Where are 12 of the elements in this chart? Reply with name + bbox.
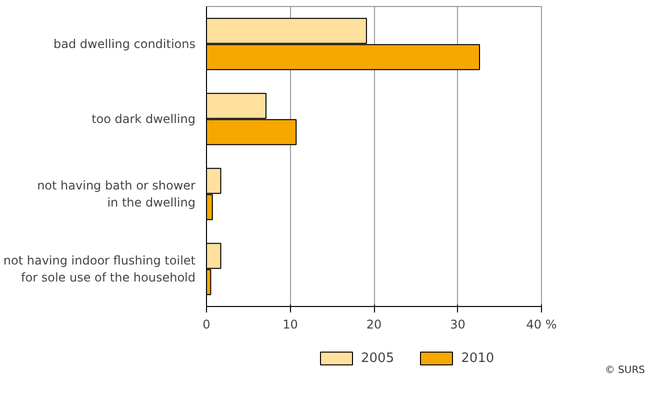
legend-label: 2010: [461, 350, 494, 366]
x-tick-label: 20: [366, 318, 382, 332]
x-tick-label: 0: [202, 318, 210, 332]
text: © SURS: [604, 364, 645, 378]
x-tick-label: 30: [450, 318, 466, 332]
y-tick-label: bad dwelling conditions: [54, 37, 196, 51]
x-tick-label: 10: [282, 318, 298, 332]
y-tick-label: not having bath or shower in the dwelling: [37, 178, 196, 210]
legend-label: 2005: [361, 350, 394, 366]
x-tick-label: 40 %: [526, 318, 557, 332]
y-tick-label: not having indoor flushing toilet for sole use of the household: [3, 254, 196, 284]
y-tick-label: too dark dwelling: [92, 112, 196, 126]
